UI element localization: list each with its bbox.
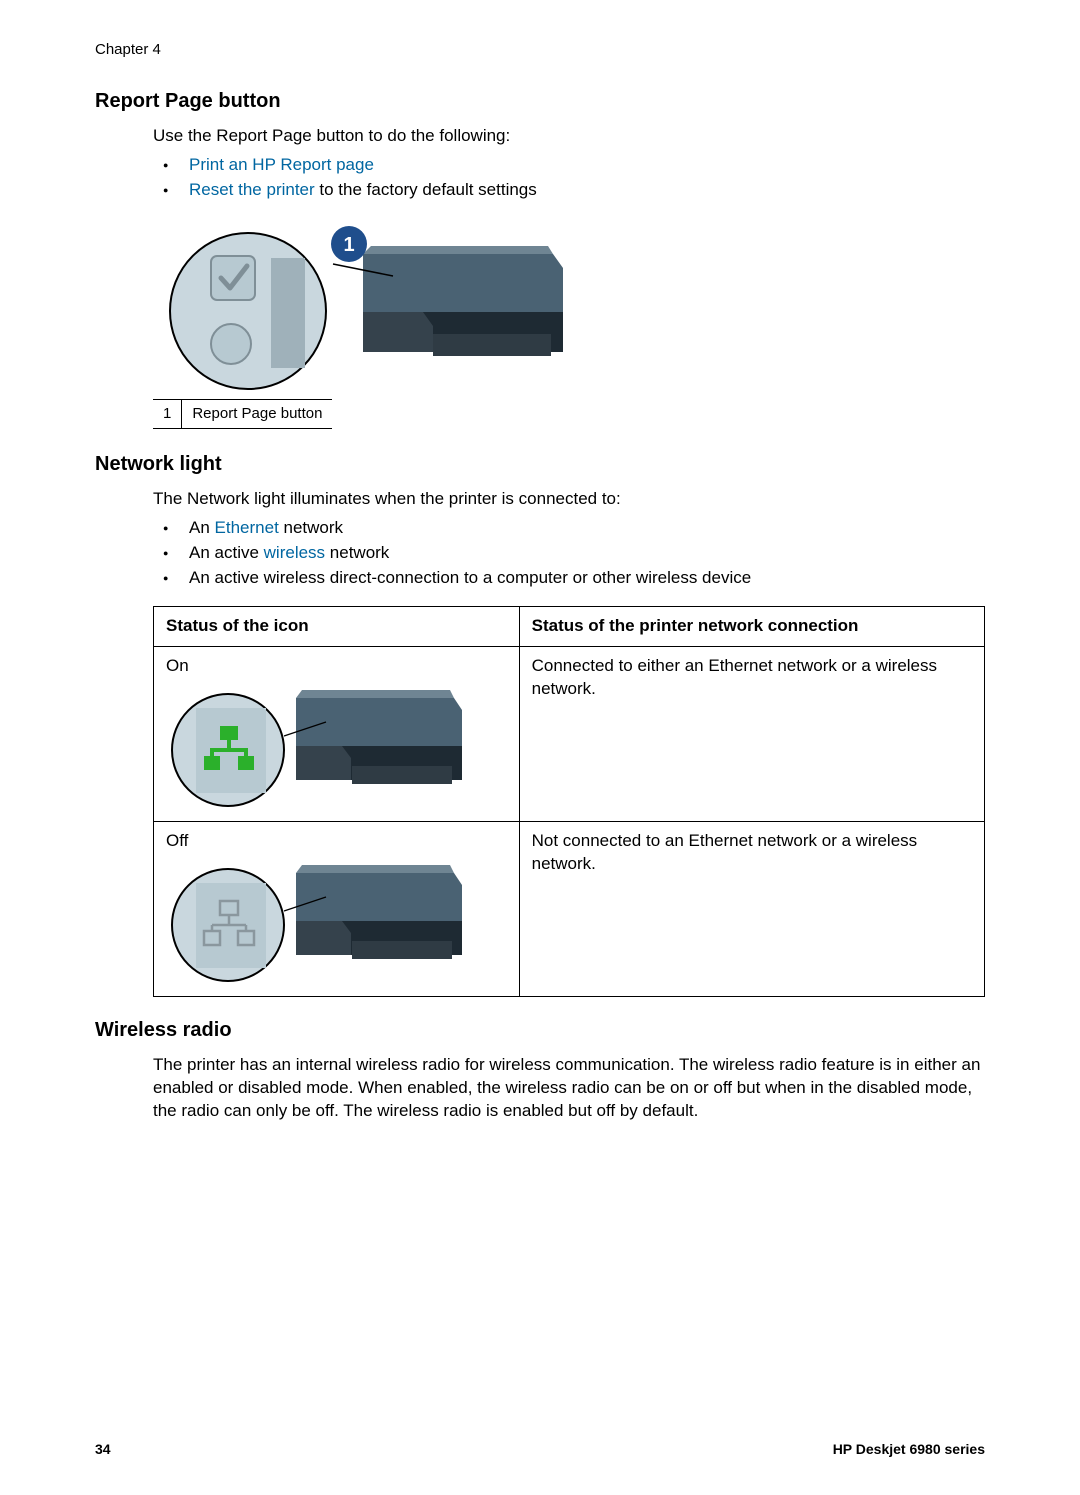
list-item: Print an HP Report page bbox=[153, 154, 985, 177]
heading-report-page-button: Report Page button bbox=[95, 88, 985, 115]
report-bullet-list: Print an HP Report page Reset the printe… bbox=[153, 154, 985, 202]
page-number: 34 bbox=[95, 1440, 111, 1459]
link-wireless[interactable]: wireless bbox=[264, 543, 325, 562]
list-item: An active wireless network bbox=[153, 542, 985, 565]
figure-network-off bbox=[166, 853, 507, 988]
table-row: Off bbox=[154, 821, 985, 996]
link-ethernet[interactable]: Ethernet bbox=[215, 518, 279, 537]
list-item: An active wireless direct-connection to … bbox=[153, 567, 985, 590]
report-intro: Use the Report Page button to do the fol… bbox=[153, 125, 985, 148]
product-name: HP Deskjet 6980 series bbox=[833, 1440, 985, 1459]
table-row: On bbox=[154, 647, 985, 822]
cell-status-off: Off bbox=[166, 830, 507, 853]
cell-desc-off: Not connected to an Ethernet network or … bbox=[519, 821, 984, 996]
cell-desc-on: Connected to either an Ethernet network … bbox=[519, 647, 984, 822]
network-status-table: Status of the icon Status of the printer… bbox=[153, 606, 985, 997]
heading-wireless-radio: Wireless radio bbox=[95, 1017, 985, 1044]
figure-legend-table: 1 Report Page button bbox=[153, 399, 332, 429]
chapter-label: Chapter 4 bbox=[95, 40, 985, 60]
figure-report-page-button: 1 1 Report Page button bbox=[153, 216, 985, 429]
table-header-icon-status: Status of the icon bbox=[154, 607, 520, 647]
figure-network-on bbox=[166, 678, 507, 813]
list-item: An Ethernet network bbox=[153, 517, 985, 540]
legend-text: Report Page button bbox=[182, 400, 333, 429]
legend-num: 1 bbox=[153, 400, 182, 429]
network-bullet-list: An Ethernet network An active wireless n… bbox=[153, 517, 985, 590]
heading-network-light: Network light bbox=[95, 451, 985, 478]
text: An active bbox=[189, 543, 264, 562]
list-item: Reset the printer to the factory default… bbox=[153, 179, 985, 202]
link-print-report[interactable]: Print an HP Report page bbox=[189, 155, 374, 174]
text: network bbox=[325, 543, 389, 562]
table-header-connection-status: Status of the printer network connection bbox=[519, 607, 984, 647]
cell-status-on: On bbox=[166, 655, 507, 678]
text: An bbox=[189, 518, 215, 537]
link-reset-printer[interactable]: Reset the printer bbox=[189, 180, 315, 199]
wireless-radio-body: The printer has an internal wireless rad… bbox=[153, 1054, 985, 1123]
text: network bbox=[279, 518, 343, 537]
svg-text:1: 1 bbox=[343, 234, 354, 256]
text: to the factory default settings bbox=[315, 180, 537, 199]
network-intro: The Network light illuminates when the p… bbox=[153, 488, 985, 511]
text: An active wireless direct-connection to … bbox=[189, 568, 751, 587]
